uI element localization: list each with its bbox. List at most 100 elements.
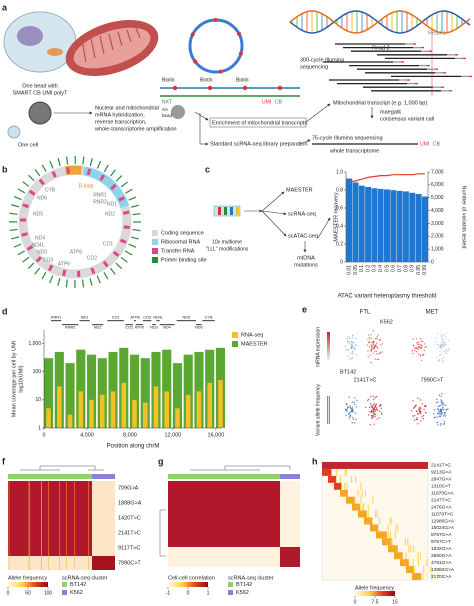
umap-point: [436, 398, 438, 400]
bar: [194, 351, 204, 428]
label: FTL: [360, 310, 371, 316]
umap-point: [447, 347, 450, 350]
row-label: 2847G>A: [431, 477, 452, 483]
umap-point: [443, 404, 446, 406]
legend-label: K562: [236, 590, 249, 596]
heatmap-cell: [404, 538, 406, 546]
umap-point: [447, 408, 449, 410]
umap-point: [369, 424, 372, 426]
umap-point: [369, 410, 371, 413]
umap-point: [438, 415, 441, 418]
umap-point: [436, 332, 439, 335]
variant-dot: [172, 85, 178, 91]
row-label: 12980G>A: [431, 518, 455, 524]
heatmap-cell: [423, 566, 425, 574]
y-axis-label: log10(UMI): [18, 365, 24, 392]
heatmap-cell: [407, 538, 409, 546]
heatmap-block: [8, 556, 92, 570]
umap-point: [374, 406, 376, 408]
umap-point: [438, 394, 441, 396]
x-tick-label: 12,000: [165, 432, 182, 438]
umap-point: [376, 335, 378, 338]
umap-point: [348, 343, 350, 345]
heatmap-block: [321, 461, 429, 581]
gene-label: ATP8: [70, 249, 82, 255]
heatmap-cell: [430, 566, 432, 574]
umap-point: [435, 401, 438, 404]
umap-point: [417, 397, 419, 399]
umap-point: [419, 355, 422, 357]
gene-label: ATP6: [58, 261, 70, 267]
umap-point: [370, 405, 373, 407]
heatmap-cell: [387, 531, 389, 539]
umap-point: [372, 415, 374, 417]
primer-mark: [130, 236, 139, 240]
umap-point: [353, 401, 355, 404]
row-label: 709G>A: [118, 485, 139, 491]
bar: [218, 380, 223, 428]
umap-point: [372, 330, 374, 332]
label: scRNA-seq cluster: [228, 575, 274, 581]
umap-point: [370, 346, 373, 349]
heatmap-cell: [357, 489, 359, 497]
heatmap-cell: [360, 482, 362, 490]
legend-swatch: [152, 230, 158, 236]
umap-point: [374, 410, 377, 413]
umap-point: [437, 347, 439, 349]
x-tick-label: 0.99: [422, 265, 428, 275]
umap-point: [344, 408, 347, 411]
primer-mark: [65, 279, 68, 288]
umap-point: [436, 412, 439, 415]
bar: [153, 386, 159, 428]
umap-point: [345, 403, 348, 406]
umap-point: [347, 349, 349, 351]
label: Mitochondrial transcript (e.g. 1,000 bp): [333, 100, 427, 106]
x-axis-label: ATAC variant heteroplasmy threshold: [338, 294, 437, 300]
y-tick-label: 1: [38, 425, 41, 431]
dloop-arc: [64, 165, 82, 176]
cristae-fold: [81, 39, 87, 63]
umap-point: [380, 407, 383, 409]
label: Enrichment of mitochondrial transcripts: [212, 120, 307, 126]
heatmap-cell: [344, 482, 346, 490]
umap-point: [375, 344, 377, 347]
label: mtDNA: [297, 255, 315, 261]
variant-dot: [207, 85, 213, 91]
heatmap-cell: [346, 482, 348, 490]
umap-point: [445, 404, 447, 407]
y2-tick-label: 7,000: [431, 169, 444, 175]
umap-point: [371, 406, 373, 408]
label: CB: [275, 99, 283, 105]
primer-mark: [124, 250, 133, 256]
umap-point: [413, 419, 416, 421]
heatmap-cell: [387, 524, 389, 532]
umap-point: [370, 344, 373, 346]
colorbar-tick-label: 7.5: [372, 599, 379, 605]
primer-mark: [109, 267, 116, 275]
umap-point: [374, 409, 376, 411]
umap-point: [351, 351, 354, 354]
heatmap-stripe: [59, 481, 61, 570]
cristae-fold: [90, 37, 96, 59]
umap-point: [381, 351, 383, 353]
heatmap-cell: [414, 566, 416, 574]
y2-tick-label: 2,000: [431, 234, 444, 240]
heatmap-cell: [410, 545, 412, 553]
colorbar-tick-label: 0: [354, 599, 357, 605]
umap-point: [444, 352, 446, 354]
heatmap-stripe: [41, 481, 42, 570]
x-tick-label: 16,000: [207, 432, 224, 438]
bar: [408, 192, 416, 263]
umap-point: [423, 405, 426, 407]
panel-letter: e: [302, 304, 307, 314]
row-label: 2850G>A: [431, 553, 452, 559]
heatmap-block: [340, 489, 348, 497]
label: BT142: [340, 369, 356, 375]
heatmap-block: [412, 573, 422, 580]
label: Read 2: [372, 45, 390, 51]
umap-point: [433, 409, 436, 411]
y-tick-label: 0.8: [336, 187, 343, 193]
umap-point: [444, 415, 447, 417]
heatmap-block: [8, 481, 92, 556]
y-tick-label: 100: [33, 369, 42, 375]
